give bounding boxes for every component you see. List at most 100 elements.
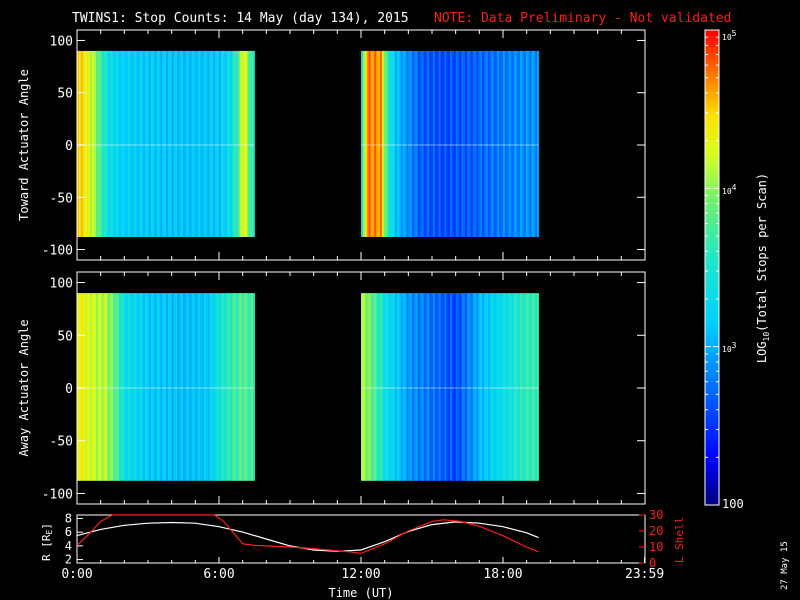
time-tick-label: 0:00 <box>61 567 92 582</box>
time-tick-label: 23:59 <box>625 567 664 582</box>
heatmap-column <box>465 293 468 481</box>
heatmap-column <box>474 293 477 481</box>
heatmap-column <box>165 293 169 481</box>
heatmap-column <box>383 50 387 237</box>
heatmap-column <box>448 293 451 481</box>
heatmap-column <box>82 50 85 237</box>
heatmap-column <box>448 50 451 237</box>
heatmap-column <box>523 50 527 237</box>
heatmap-column <box>440 293 443 481</box>
heatmap-column <box>120 293 123 481</box>
heatmap-column <box>362 293 366 481</box>
heatmap-column <box>249 50 252 237</box>
heatmap-column <box>535 50 538 237</box>
heatmap-column <box>533 50 536 237</box>
heatmap-column <box>431 293 434 481</box>
heatmap-column <box>537 50 539 237</box>
heatmap-column <box>396 50 400 237</box>
heatmap-column <box>451 293 455 481</box>
heatmap-column <box>135 293 138 481</box>
heatmap-column <box>432 50 436 237</box>
heatmap-column <box>510 293 513 481</box>
heatmap-column <box>391 50 394 237</box>
heatmap-column <box>374 293 377 481</box>
cb-top-base: 10 <box>722 33 732 42</box>
heatmap-column <box>183 50 186 237</box>
heatmap-column <box>476 50 479 237</box>
heatmap-column <box>366 50 369 237</box>
heatmap-column <box>128 293 131 481</box>
heatmap-column <box>137 50 140 237</box>
heatmap-column <box>186 50 190 237</box>
heatmap-column <box>130 50 133 237</box>
heatmap-column <box>103 50 106 237</box>
preliminary-note: NOTE: Data Preliminary - Not validated <box>434 11 731 26</box>
heatmap-column <box>160 293 163 481</box>
heatmap-column <box>429 50 432 237</box>
heatmap-column <box>379 293 383 481</box>
heatmap-column <box>412 50 415 237</box>
heatmap-column <box>164 293 167 481</box>
heatmap-column <box>438 293 441 481</box>
heatmap-column <box>497 50 500 237</box>
heatmap-column <box>239 50 243 237</box>
colorbar: 105 104 103 100 LOG10(Total Stops per Sc… <box>704 29 771 511</box>
heatmap-column <box>508 293 511 481</box>
cb-mid-base: 10 <box>722 187 732 196</box>
heatmap-column <box>177 293 180 481</box>
heatmap-column <box>122 293 125 481</box>
heatmap-column <box>535 293 538 481</box>
heatmap-column <box>523 293 527 481</box>
heatmap-column <box>459 293 462 481</box>
lshell-axis-label: L Shell <box>673 517 686 563</box>
heatmap-column <box>253 50 255 237</box>
heatmap-column <box>114 293 118 481</box>
heatmap-column <box>226 50 229 237</box>
heatmap-column <box>455 50 458 237</box>
heatmap-column <box>376 293 379 481</box>
heatmap-column <box>105 50 108 237</box>
heatmap-column <box>194 50 197 237</box>
heatmap-column <box>415 50 419 237</box>
heatmap-column <box>425 50 428 237</box>
heatmap-column <box>217 293 220 481</box>
heatmap-column <box>173 50 176 237</box>
time-tick-label: 6:00 <box>203 567 234 582</box>
y-tick-label: 0 <box>65 139 73 154</box>
heatmap-column <box>529 50 532 237</box>
heatmap-column <box>203 293 207 481</box>
heatmap-column <box>198 50 201 237</box>
heatmap-column <box>453 50 457 237</box>
heatmap-column <box>410 293 413 481</box>
r-tick-label: 4 <box>65 539 72 553</box>
heatmap-column <box>82 293 85 481</box>
heatmap-column <box>404 50 407 237</box>
heatmap-column <box>135 50 138 237</box>
heatmap-column <box>131 50 135 237</box>
heatmap-column <box>120 50 123 237</box>
heatmap-column <box>92 50 95 237</box>
heatmap-column <box>478 50 481 237</box>
heatmap-column <box>527 50 530 237</box>
heatmap-column <box>209 50 212 237</box>
heatmap-column <box>94 50 97 237</box>
colorbar-mid-label: 104 <box>722 183 737 196</box>
heatmap-column <box>77 293 80 481</box>
heatmap-column <box>239 293 243 481</box>
heatmap-column <box>398 293 402 481</box>
heatmap-column <box>111 50 114 237</box>
heatmap-column <box>521 293 525 481</box>
heatmap-column <box>107 50 110 237</box>
time-tick-label: 18:00 <box>483 567 522 582</box>
heatmap-column <box>232 50 235 237</box>
heatmap-column <box>480 50 483 237</box>
cb-mid-exp: 4 <box>732 183 737 192</box>
r-tick-label: 6 <box>65 525 72 539</box>
heatmap-column <box>150 293 154 481</box>
heatmap-column <box>226 293 229 481</box>
heatmap-column <box>222 293 226 481</box>
heatmap-column <box>446 50 449 237</box>
toward-ticks: 100 50 0 -50 -100 <box>42 30 645 260</box>
heatmap-column <box>156 50 159 237</box>
heatmap-column <box>387 293 390 481</box>
